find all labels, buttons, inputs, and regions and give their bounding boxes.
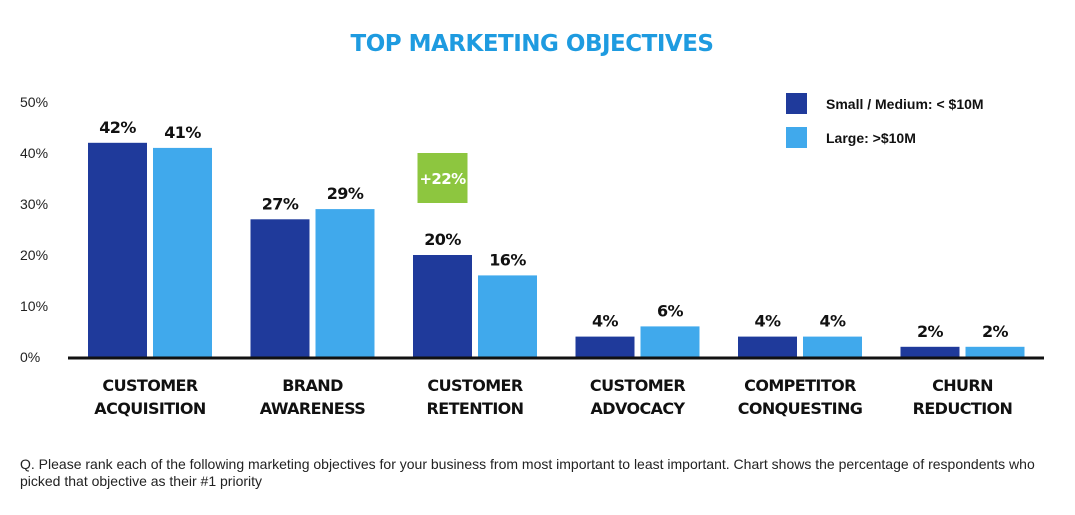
- y-tick-label: 50%: [20, 94, 48, 110]
- category-labels: CUSTOMER ACQUISITION BRAND AWARENESS CUSTOME…: [94, 376, 1013, 418]
- y-tick-label: 30%: [20, 196, 48, 212]
- category-label: COMPETITOR: [744, 376, 856, 395]
- category-label: BRAND: [282, 376, 343, 395]
- y-tick-label: 0%: [20, 349, 40, 365]
- bar-small-medium-1: [250, 219, 310, 357]
- bar-value-label: 42%: [99, 118, 136, 137]
- category-label: RETENTION: [427, 399, 524, 418]
- legend: Small / Medium: < $10M Large: >$10M: [786, 93, 984, 148]
- annotations: +22%: [417, 153, 468, 203]
- legend-label: Large: >$10M: [826, 130, 916, 146]
- y-axis: 0% 10% 20% 30% 40% 50%: [20, 94, 48, 365]
- bar-large-4: [803, 336, 862, 357]
- bar-small-medium-5: [900, 346, 960, 357]
- category-label: CUSTOMER: [102, 376, 197, 395]
- bar-small-medium-0: [88, 142, 147, 357]
- category-label: CUSTOMER: [427, 376, 522, 395]
- y-tick-label: 40%: [20, 145, 48, 161]
- bar-value-label: 29%: [327, 184, 364, 203]
- bar-value-label: 2%: [917, 322, 944, 341]
- annotation-badge-label: +22%: [419, 170, 466, 188]
- legend-label: Small / Medium: < $10M: [826, 96, 984, 112]
- bar-small-medium-2: [413, 255, 472, 357]
- bar-value-label: 20%: [424, 230, 461, 249]
- y-tick-label: 20%: [20, 247, 48, 263]
- footnote: Q. Please rank each of the following mar…: [20, 456, 1035, 489]
- annotation-badge: [417, 153, 468, 203]
- bar-small-medium-4: [738, 336, 797, 357]
- category-label: ACQUISITION: [94, 399, 205, 418]
- bars: [88, 142, 1025, 357]
- bar-value-label: 16%: [489, 250, 526, 269]
- bar-value-label: 4%: [755, 312, 782, 331]
- bar-large-0: [153, 147, 212, 357]
- bar-large-2: [478, 275, 537, 357]
- chart-title: TOP MARKETING OBJECTIVES: [351, 31, 714, 57]
- bar-large-5: [965, 346, 1025, 357]
- y-tick-label: 10%: [20, 298, 48, 314]
- bar-small-medium-3: [575, 336, 635, 357]
- bar-value-label: 27%: [262, 194, 299, 213]
- category-label: ADVOCACY: [590, 399, 685, 418]
- category-label: CONQUESTING: [738, 399, 863, 418]
- category-label: AWARENESS: [260, 399, 366, 418]
- category-label: CUSTOMER: [590, 376, 685, 395]
- bar-value-label: 6%: [657, 301, 684, 320]
- category-label: REDUCTION: [913, 399, 1013, 418]
- bar-value-label: 2%: [982, 322, 1009, 341]
- bar-value-label: 4%: [820, 312, 847, 331]
- bar-large-1: [315, 209, 375, 357]
- legend-swatch: [786, 127, 807, 148]
- legend-swatch: [786, 93, 807, 114]
- bar-value-label: 4%: [592, 312, 619, 331]
- bar-large-3: [640, 326, 700, 357]
- value-labels: 42% 41% 27% 29% 20% 16% 4% 6% 4% 4% 2% 2%: [99, 118, 1009, 341]
- bar-value-label: 41%: [164, 123, 201, 142]
- category-label: CHURN: [932, 376, 993, 395]
